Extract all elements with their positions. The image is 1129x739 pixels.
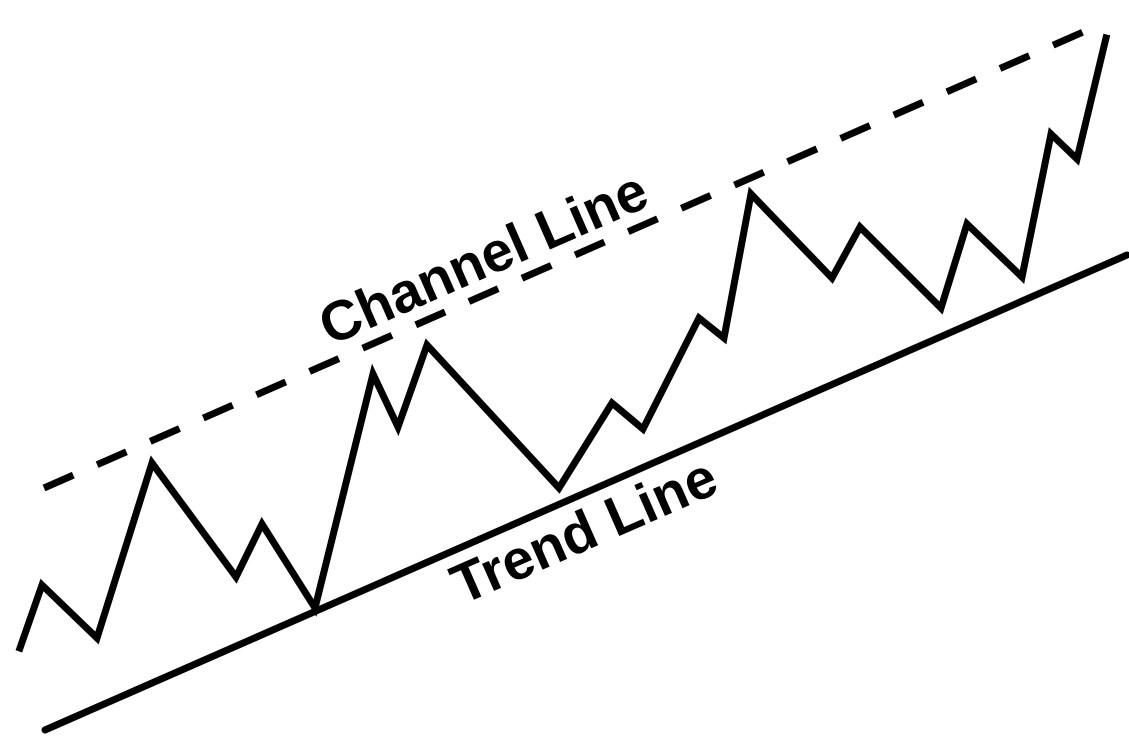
channel-line	[42, 18, 1108, 492]
channel-line-label: Channel Line	[310, 158, 657, 357]
price-path	[15, 33, 1111, 653]
trend-line-label: Trend Line	[442, 444, 727, 616]
trend-line	[41, 251, 1129, 734]
